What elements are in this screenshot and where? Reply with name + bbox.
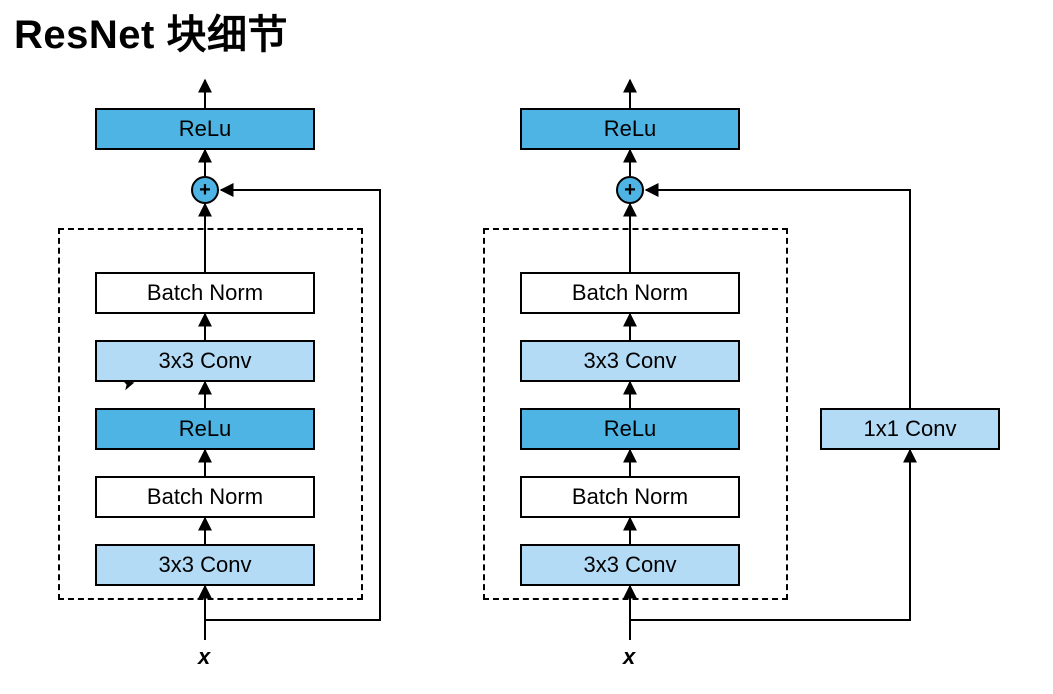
resnet-block-diagram-1x1conv: ReLu + Batch Norm 3x3 Conv ReLu Batch No… [460,68,880,678]
block-bn-1: Batch Norm [95,476,315,518]
block-relu-mid: ReLu [95,408,315,450]
block-relu-mid: ReLu [520,408,740,450]
add-node: + [616,176,644,204]
block-conv-1: 3x3 Conv [520,544,740,586]
block-bn-1: Batch Norm [520,476,740,518]
resnet-block-diagram-identity: ReLu + Batch Norm 3x3 Conv ReLu Batch No… [40,68,460,678]
input-x-label: x [198,644,210,670]
slide: ResNet 块细节 [0,0,1053,694]
block-conv-2: 3x3 Conv [520,340,740,382]
block-relu-top: ReLu [95,108,315,150]
block-relu-top: ReLu [520,108,740,150]
block-1x1-conv-skip: 1x1 Conv [820,408,1000,450]
slide-title: ResNet 块细节 [14,2,288,60]
add-node: + [191,176,219,204]
block-conv-1: 3x3 Conv [95,544,315,586]
block-bn-2: Batch Norm [95,272,315,314]
block-bn-2: Batch Norm [520,272,740,314]
input-x-label: x [623,644,635,670]
